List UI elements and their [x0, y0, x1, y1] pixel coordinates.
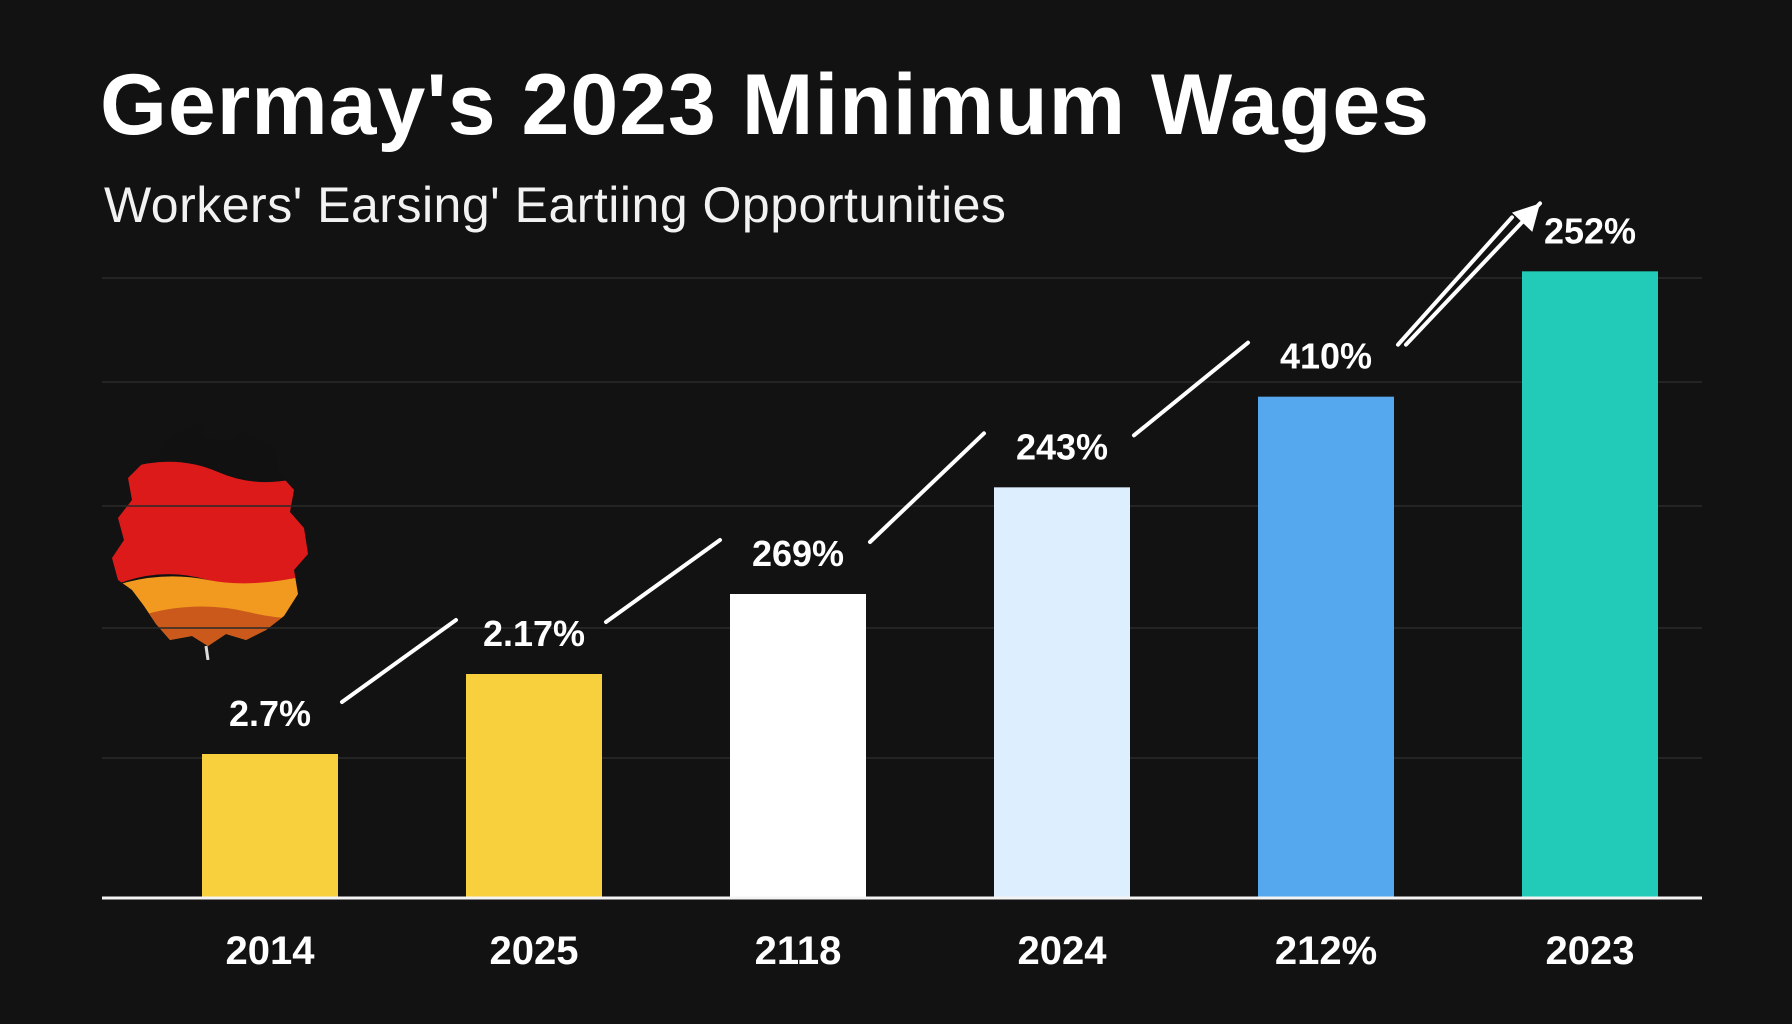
trend-arrow-icon — [1511, 203, 1540, 232]
trend-segment-3 — [1132, 340, 1250, 438]
trend-segment-1 — [604, 538, 722, 624]
bar-4 — [1258, 396, 1394, 898]
germany-map-flag-icon — [112, 424, 308, 660]
bar-layer — [202, 271, 1658, 898]
bar-3 — [994, 487, 1130, 898]
x-tick-label-2: 2118 — [755, 929, 842, 973]
data-label-2: 269% — [752, 533, 844, 574]
x-tick-label-1: 2025 — [490, 929, 579, 973]
chart-subtitle: Workers' Earsing' Eartiing Opportunities — [104, 177, 1007, 233]
bar-5 — [1522, 271, 1658, 898]
data-label-0: 2.7% — [229, 693, 311, 734]
trend-segment-0 — [340, 618, 458, 704]
x-tick-label-3: 2024 — [1018, 929, 1108, 973]
bar-1 — [466, 674, 602, 898]
trend-arrow-shaft — [1404, 201, 1542, 347]
x-tick-label-4: 212% — [1275, 929, 1377, 973]
flag-red-stripe — [112, 461, 308, 588]
bar-2 — [730, 594, 866, 898]
trend-segment-4 — [1396, 215, 1514, 347]
grid-layer — [102, 277, 1702, 759]
data-label-5: 252% — [1544, 210, 1636, 251]
data-label-3: 243% — [1016, 426, 1108, 467]
data-label-4: 410% — [1280, 336, 1372, 377]
bar-0 — [202, 754, 338, 898]
data-label-1: 2.17% — [483, 613, 585, 654]
trend-segment-2 — [868, 431, 986, 544]
chart-title: Germay's 2023 Minimum Wages — [100, 57, 1431, 153]
trend-layer — [340, 201, 1542, 704]
x-tick-label-5: 2023 — [1546, 929, 1635, 973]
x-tick-label-0: 2014 — [226, 929, 316, 973]
label-layer: 2.7% 2014 2.17% 2025 269% 2118 243% 2024 410% 212… — [226, 210, 1637, 973]
